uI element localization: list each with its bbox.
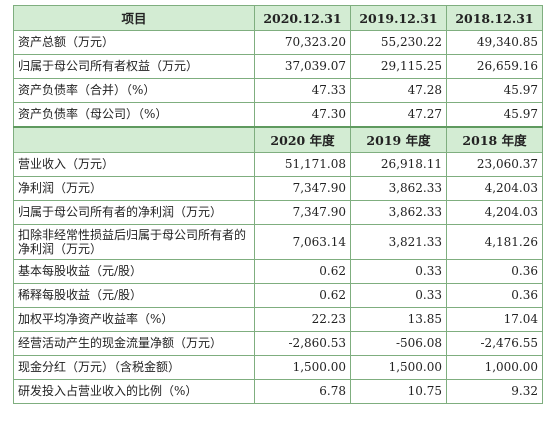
table-row: 资产总额（万元） 70,323.20 55,230.22 49,340.85 [13, 30, 543, 55]
table-row: 加权平均净资产收益率（%） 22.23 13.85 17.04 [13, 307, 543, 332]
table-row: 经营活动产生的现金流量净额（万元） -2,860.53 -506.08 -2,4… [13, 331, 543, 356]
cell-value: 1,000.00 [446, 355, 543, 380]
header-col-2020-year: 2020 年度 [254, 126, 351, 153]
cell-value: -506.08 [350, 331, 447, 356]
row-label: 加权平均净资产收益率（%） [13, 307, 255, 332]
cell-value: 26,918.11 [350, 152, 447, 177]
table-row: 现金分红（万元）（含税金额） 1,500.00 1,500.00 1,000.0… [13, 355, 543, 380]
cell-value: 47.28 [350, 78, 447, 103]
cell-value: 0.62 [254, 259, 351, 284]
row-label: 资产总额（万元） [13, 30, 255, 55]
row-label: 稀释每股收益（元/股） [13, 283, 255, 308]
row-label: 净利润（万元） [13, 176, 255, 201]
cell-value: 47.30 [254, 102, 351, 128]
cell-value: 9.32 [446, 379, 543, 404]
cell-value: 7,347.90 [254, 176, 351, 201]
row-label: 资产负债率（母公司）（%） [13, 102, 255, 128]
row-label: 归属于母公司所有者的净利润（万元） [13, 200, 255, 225]
cell-value: 7,063.14 [254, 224, 351, 260]
financial-indicators-table: 项目 2020.12.31 2019.12.31 2018.12.31 资产总额… [13, 5, 543, 404]
cell-value: 1,500.00 [254, 355, 351, 380]
table-row: 稀释每股收益（元/股） 0.62 0.33 0.36 [13, 283, 543, 308]
row-label: 归属于母公司所有者权益（万元） [13, 54, 255, 79]
cell-value: -2,476.55 [446, 331, 543, 356]
cell-value: 4,181.26 [446, 224, 543, 260]
row-label: 营业收入（万元） [13, 152, 255, 177]
table-row: 资产负债率（母公司）（%） 47.30 47.27 45.97 [13, 102, 543, 128]
row-label: 基本每股收益（元/股） [13, 259, 255, 284]
cell-value: 23,060.37 [446, 152, 543, 177]
table-row: 归属于母公司所有者的净利润（万元） 7,347.90 3,862.33 4,20… [13, 200, 543, 225]
cell-value: 3,821.33 [350, 224, 447, 260]
cell-value: 1,500.00 [350, 355, 447, 380]
table-row: 基本每股收益（元/股） 0.62 0.33 0.36 [13, 259, 543, 284]
cell-value: 47.27 [350, 102, 447, 128]
header-item-blank [13, 126, 255, 153]
table-row: 净利润（万元） 7,347.90 3,862.33 4,204.03 [13, 176, 543, 201]
cell-value: 47.33 [254, 78, 351, 103]
table-row: 营业收入（万元） 51,171.08 26,918.11 23,060.37 [13, 152, 543, 177]
cell-value: 0.36 [446, 259, 543, 284]
cell-value: 17.04 [446, 307, 543, 332]
financial-table-container: 项目 2020.12.31 2019.12.31 2018.12.31 资产总额… [13, 5, 543, 404]
row-label: 现金分红（万元）（含税金额） [13, 355, 255, 380]
cell-value: 45.97 [446, 102, 543, 128]
cell-value: 29,115.25 [350, 54, 447, 79]
row-label: 扣除非经常性损益后归属于母公司所有者的净利润（万元） [13, 224, 255, 260]
header-row-income: 2020 年度 2019 年度 2018 年度 [13, 126, 543, 153]
header-row-balance: 项目 2020.12.31 2019.12.31 2018.12.31 [13, 5, 543, 31]
cell-value: 70,323.20 [254, 30, 351, 55]
header-col-2019-year: 2019 年度 [350, 126, 447, 153]
cell-value: 45.97 [446, 78, 543, 103]
cell-value: 0.33 [350, 259, 447, 284]
row-label: 资产负债率（合并）（%） [13, 78, 255, 103]
row-label: 经营活动产生的现金流量净额（万元） [13, 331, 255, 356]
header-item: 项目 [13, 5, 255, 31]
cell-value: 0.36 [446, 283, 543, 308]
header-col-2019: 2019.12.31 [350, 5, 447, 31]
cell-value: 0.62 [254, 283, 351, 308]
cell-value: 0.33 [350, 283, 447, 308]
cell-value: 10.75 [350, 379, 447, 404]
row-label: 研发投入占营业收入的比例（%） [13, 379, 255, 404]
table-row: 归属于母公司所有者权益（万元） 37,039.07 29,115.25 26,6… [13, 54, 543, 79]
cell-value: 13.85 [350, 307, 447, 332]
cell-value: 51,171.08 [254, 152, 351, 177]
cell-value: 6.78 [254, 379, 351, 404]
table-row: 研发投入占营业收入的比例（%） 6.78 10.75 9.32 [13, 379, 543, 404]
cell-value: 37,039.07 [254, 54, 351, 79]
header-col-2020: 2020.12.31 [254, 5, 351, 31]
cell-value: 49,340.85 [446, 30, 543, 55]
cell-value: 3,862.33 [350, 176, 447, 201]
cell-value: 4,204.03 [446, 200, 543, 225]
cell-value: -2,860.53 [254, 331, 351, 356]
cell-value: 22.23 [254, 307, 351, 332]
table-row: 扣除非经常性损益后归属于母公司所有者的净利润（万元） 7,063.14 3,82… [13, 224, 543, 260]
table-row: 资产负债率（合并）（%） 47.33 47.28 45.97 [13, 78, 543, 103]
header-col-2018-year: 2018 年度 [446, 126, 543, 153]
cell-value: 26,659.16 [446, 54, 543, 79]
cell-value: 55,230.22 [350, 30, 447, 55]
cell-value: 3,862.33 [350, 200, 447, 225]
cell-value: 4,204.03 [446, 176, 543, 201]
cell-value: 7,347.90 [254, 200, 351, 225]
header-col-2018: 2018.12.31 [446, 5, 543, 31]
